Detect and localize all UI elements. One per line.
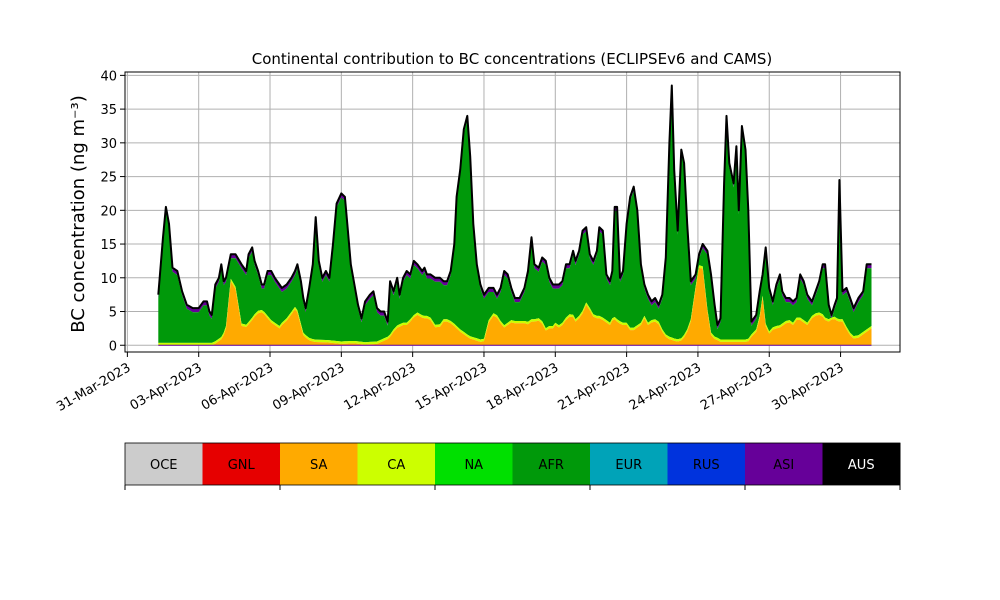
y-tick-label-7: 35	[100, 103, 117, 118]
legend-swatch-sa	[280, 443, 358, 485]
legend-label-oce: OCE	[150, 458, 178, 473]
x-tick-label-1: 03-Apr-2023	[128, 360, 205, 413]
x-tick-label-7: 21-Apr-2023	[555, 360, 632, 413]
x-tick-label-2: 06-Apr-2023	[199, 360, 276, 413]
legend-label-asi: ASI	[773, 458, 794, 473]
legend-label-na: NA	[464, 458, 483, 473]
y-axis: 0 5 10 15 20 25 30 35 40	[100, 69, 125, 354]
legend-label-rus: RUS	[693, 458, 720, 473]
chart-title: Continental contribution to BC concentra…	[252, 50, 773, 68]
y-tick-label-6: 30	[100, 137, 117, 152]
legend-swatch-rus	[667, 443, 746, 485]
legend-colorbar: OCE GNL SA CA NA AFR EUR RUS ASI AUS	[124, 442, 901, 490]
legend-swatch-afr	[512, 443, 591, 485]
x-tick-label-4: 12-Apr-2023	[342, 360, 419, 413]
x-tick-label-10: 30-Apr-2023	[769, 360, 846, 413]
plot-frame	[124, 71, 901, 353]
y-tick-label-1: 5	[109, 306, 117, 321]
legend-label-eur: EUR	[615, 458, 642, 473]
legend-swatch-oce	[125, 443, 203, 485]
legend-swatch-aus	[822, 443, 901, 485]
area-afr	[158, 89, 872, 343]
stacked-areas	[157, 84, 872, 346]
y-tick-label-4: 20	[100, 204, 117, 219]
y-tick-label-8: 40	[100, 69, 117, 84]
legend-label-sa: SA	[310, 458, 327, 473]
x-tick-label-8: 24-Apr-2023	[627, 360, 704, 413]
legend-label-afr: AFR	[539, 458, 564, 473]
legend-swatch-na	[435, 443, 513, 485]
y-tick-label-2: 10	[100, 272, 117, 287]
plot-area	[124, 71, 901, 353]
legend-frame	[124, 442, 901, 486]
legend-swatch-eur	[590, 443, 668, 485]
x-tick-label-3: 09-Apr-2023	[270, 360, 347, 413]
legend-swatch-gnl	[202, 443, 281, 485]
legend-label-gnl: GNL	[228, 458, 256, 473]
y-axis-label: BC concentration (ng m⁻³)	[68, 95, 89, 333]
x-tick-label-5: 15-Apr-2023	[413, 360, 490, 413]
x-axis: 31-Mar-202303-Apr-202306-Apr-202309-Apr-…	[54, 352, 847, 415]
y-tick-label-5: 25	[100, 171, 117, 186]
legend-swatch-asi	[745, 443, 823, 485]
x-tick-label-6: 18-Apr-2023	[484, 360, 561, 413]
legend-label-aus: AUS	[848, 458, 875, 473]
y-tick-label-3: 15	[100, 238, 117, 253]
legend-label-ca: CA	[387, 458, 405, 473]
total-outline	[157, 84, 872, 326]
area-sa	[158, 267, 872, 346]
x-tick-label-0: 31-Mar-2023	[54, 360, 133, 414]
y-tick-label-0: 0	[109, 339, 117, 354]
legend-swatch-ca	[357, 443, 436, 485]
x-tick-label-9: 27-Apr-2023	[698, 360, 775, 413]
